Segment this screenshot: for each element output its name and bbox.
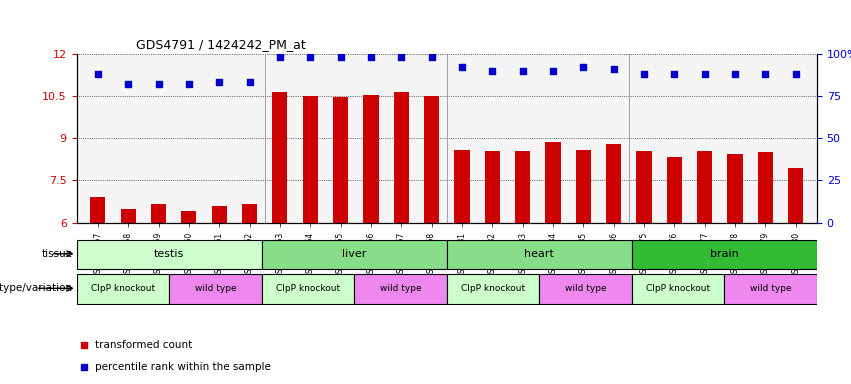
Bar: [728, 154, 743, 223]
FancyBboxPatch shape: [77, 240, 262, 269]
Point: [667, 71, 681, 77]
Text: ClpP knockout: ClpP knockout: [91, 284, 155, 293]
Point: [546, 68, 560, 74]
Text: ClpP knockout: ClpP knockout: [276, 284, 340, 293]
Bar: [637, 151, 652, 223]
Bar: [576, 149, 591, 223]
Text: transformed count: transformed count: [95, 340, 192, 350]
Bar: [212, 206, 226, 223]
Bar: [242, 204, 257, 223]
Point: [607, 66, 620, 72]
Bar: [454, 149, 470, 223]
Point: [334, 54, 347, 60]
Text: percentile rank within the sample: percentile rank within the sample: [95, 362, 271, 372]
Point: [698, 71, 711, 77]
Text: wild type: wild type: [750, 284, 791, 293]
Point: [213, 79, 226, 86]
FancyBboxPatch shape: [262, 240, 447, 269]
Point: [182, 81, 196, 87]
Bar: [667, 157, 682, 223]
Point: [122, 81, 135, 87]
Bar: [272, 92, 288, 223]
Point: [485, 68, 499, 74]
Bar: [303, 96, 317, 223]
Point: [758, 71, 772, 77]
Point: [789, 71, 802, 77]
Point: [243, 79, 256, 86]
Point: [637, 71, 651, 77]
Point: [395, 54, 408, 60]
FancyBboxPatch shape: [77, 274, 169, 304]
Point: [304, 54, 317, 60]
Bar: [545, 142, 561, 223]
FancyBboxPatch shape: [169, 274, 262, 304]
Text: wild type: wild type: [195, 284, 237, 293]
Text: ClpP knockout: ClpP knockout: [646, 284, 711, 293]
Bar: [606, 144, 621, 223]
Bar: [90, 197, 106, 223]
Bar: [181, 212, 197, 223]
Bar: [424, 96, 439, 223]
Point: [273, 54, 287, 60]
Text: wild type: wild type: [565, 284, 607, 293]
FancyBboxPatch shape: [724, 274, 817, 304]
Bar: [333, 98, 348, 223]
Text: brain: brain: [710, 249, 739, 259]
Bar: [121, 209, 136, 223]
Text: tissue: tissue: [42, 249, 73, 259]
Point: [151, 81, 165, 87]
Text: testis: testis: [154, 249, 185, 259]
Point: [516, 68, 529, 74]
Point: [455, 64, 469, 70]
Point: [576, 64, 590, 70]
FancyBboxPatch shape: [631, 274, 724, 304]
Text: liver: liver: [342, 249, 367, 259]
Text: heart: heart: [524, 249, 554, 259]
FancyBboxPatch shape: [540, 274, 631, 304]
Bar: [485, 151, 500, 223]
Bar: [151, 204, 166, 223]
Bar: [363, 94, 379, 223]
Bar: [757, 152, 773, 223]
Point: [91, 71, 105, 77]
Bar: [515, 151, 530, 223]
Point: [728, 71, 742, 77]
Text: genotype/variation: genotype/variation: [0, 283, 73, 293]
Bar: [394, 92, 408, 223]
Point: [425, 54, 438, 60]
Bar: [697, 151, 712, 223]
FancyBboxPatch shape: [262, 274, 354, 304]
Text: GDS4791 / 1424242_PM_at: GDS4791 / 1424242_PM_at: [136, 38, 306, 51]
Bar: [788, 168, 803, 223]
Text: ClpP knockout: ClpP knockout: [461, 284, 525, 293]
Point: [364, 54, 378, 60]
Text: wild type: wild type: [380, 284, 421, 293]
FancyBboxPatch shape: [447, 274, 540, 304]
FancyBboxPatch shape: [631, 240, 817, 269]
FancyBboxPatch shape: [354, 274, 447, 304]
FancyBboxPatch shape: [447, 240, 631, 269]
